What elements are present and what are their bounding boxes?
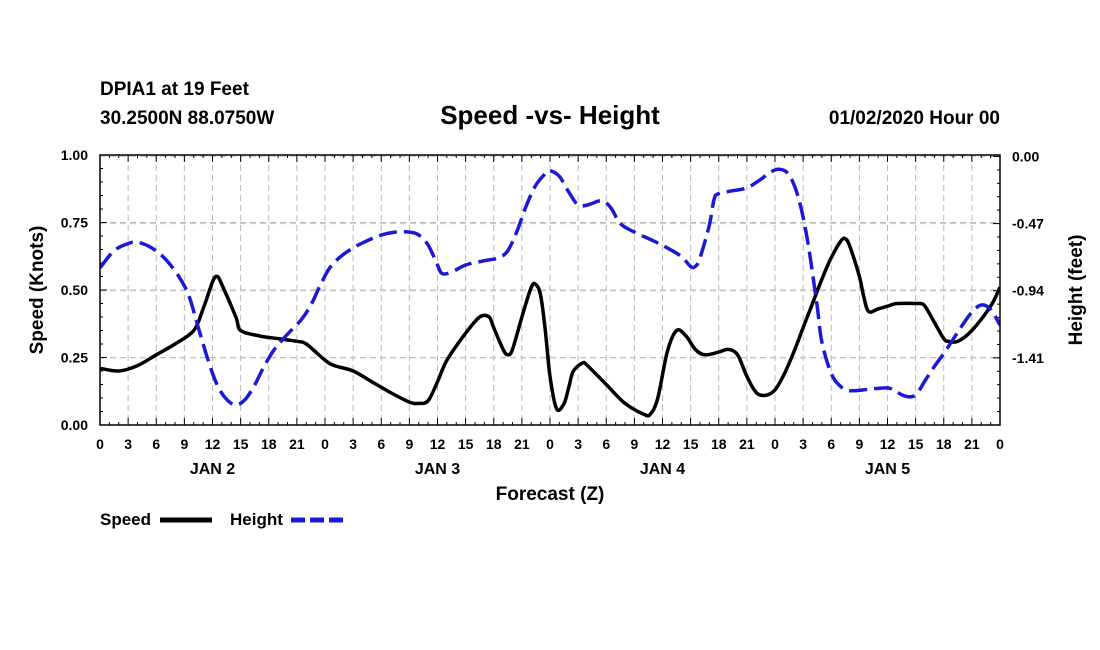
x-tick-label: 18	[261, 436, 277, 452]
day-label: JAN 4	[640, 461, 685, 478]
y-left-tick-label: 0.00	[61, 417, 88, 433]
plot-frame	[99, 154, 1001, 426]
x-tick-label: 6	[827, 436, 835, 452]
x-tick-label: 0	[96, 436, 104, 452]
data-series	[100, 167, 1000, 418]
x-tick-label: 15	[683, 436, 699, 452]
y-left-tick-label: 0.25	[61, 350, 88, 366]
y-axis-right-title: Height (feet)	[1066, 235, 1087, 346]
day-label: JAN 5	[865, 461, 910, 478]
x-tick-label: 3	[799, 436, 807, 452]
x-axis-title: Forecast (Z)	[496, 484, 605, 505]
y-right-tick-label: 0.00	[1012, 148, 1039, 164]
series-line-speed	[100, 236, 1000, 418]
x-tick-label: 6	[602, 436, 610, 452]
x-tick-label: 15	[233, 436, 249, 452]
chart-title: Speed -vs- Height	[440, 100, 660, 130]
x-tick-label: 3	[124, 436, 132, 452]
x-tick-label: 9	[180, 436, 188, 452]
x-tick-label: 0	[996, 436, 1004, 452]
x-tick-label: 21	[964, 436, 980, 452]
x-tick-label: 18	[711, 436, 727, 452]
x-tick-label: 18	[486, 436, 502, 452]
tick-labels: 0 3 6 9 12 15 18 21 0 3 6 9 12 15 18 21 0 3 6 9 12 15 18 21 0 3 6 9…	[61, 147, 1044, 478]
x-tick-label: 9	[405, 436, 413, 452]
series-line-height	[100, 167, 1000, 407]
day-label: JAN 3	[415, 461, 460, 478]
y-axis-left-title: Speed (Knots)	[27, 226, 48, 355]
y-right-tick-label: -1.41	[1012, 350, 1044, 366]
y-left-tick-label: 0.50	[61, 282, 88, 298]
y-right-tick-label: -0.47	[1012, 216, 1044, 232]
day-label: JAN 2	[190, 461, 235, 478]
legend-height-label: Height	[230, 510, 283, 529]
x-tick-label: 21	[289, 436, 305, 452]
x-tick-label: 3	[349, 436, 357, 452]
x-tick-label: 0	[321, 436, 329, 452]
x-tick-label: 3	[574, 436, 582, 452]
x-tick-label: 21	[514, 436, 530, 452]
station-label: DPIA1 at 19 Feet	[100, 79, 250, 100]
y-left-tick-label: 0.75	[61, 215, 88, 231]
x-tick-label: 0	[546, 436, 554, 452]
x-tick-label: 12	[205, 436, 221, 452]
x-tick-label: 6	[377, 436, 385, 452]
x-tick-label: 21	[739, 436, 755, 452]
x-tick-label: 6	[152, 436, 160, 452]
legend-speed-label: Speed	[100, 510, 151, 529]
x-tick-label: 15	[458, 436, 474, 452]
x-tick-label: 0	[771, 436, 779, 452]
x-tick-label: 9	[630, 436, 638, 452]
x-tick-label: 18	[936, 436, 952, 452]
y-left-tick-label: 1.00	[61, 147, 88, 163]
datetime-label: 01/02/2020 Hour 00	[829, 108, 1000, 129]
x-tick-label: 9	[855, 436, 863, 452]
x-tick-label: 12	[655, 436, 671, 452]
x-tick-label: 12	[880, 436, 896, 452]
legend: Speed Height	[100, 510, 343, 529]
x-tick-label: 15	[908, 436, 924, 452]
x-tick-label: 12	[430, 436, 446, 452]
coordinates-label: 30.2500N 88.0750W	[100, 108, 274, 129]
y-right-tick-label: -0.94	[1012, 283, 1044, 299]
